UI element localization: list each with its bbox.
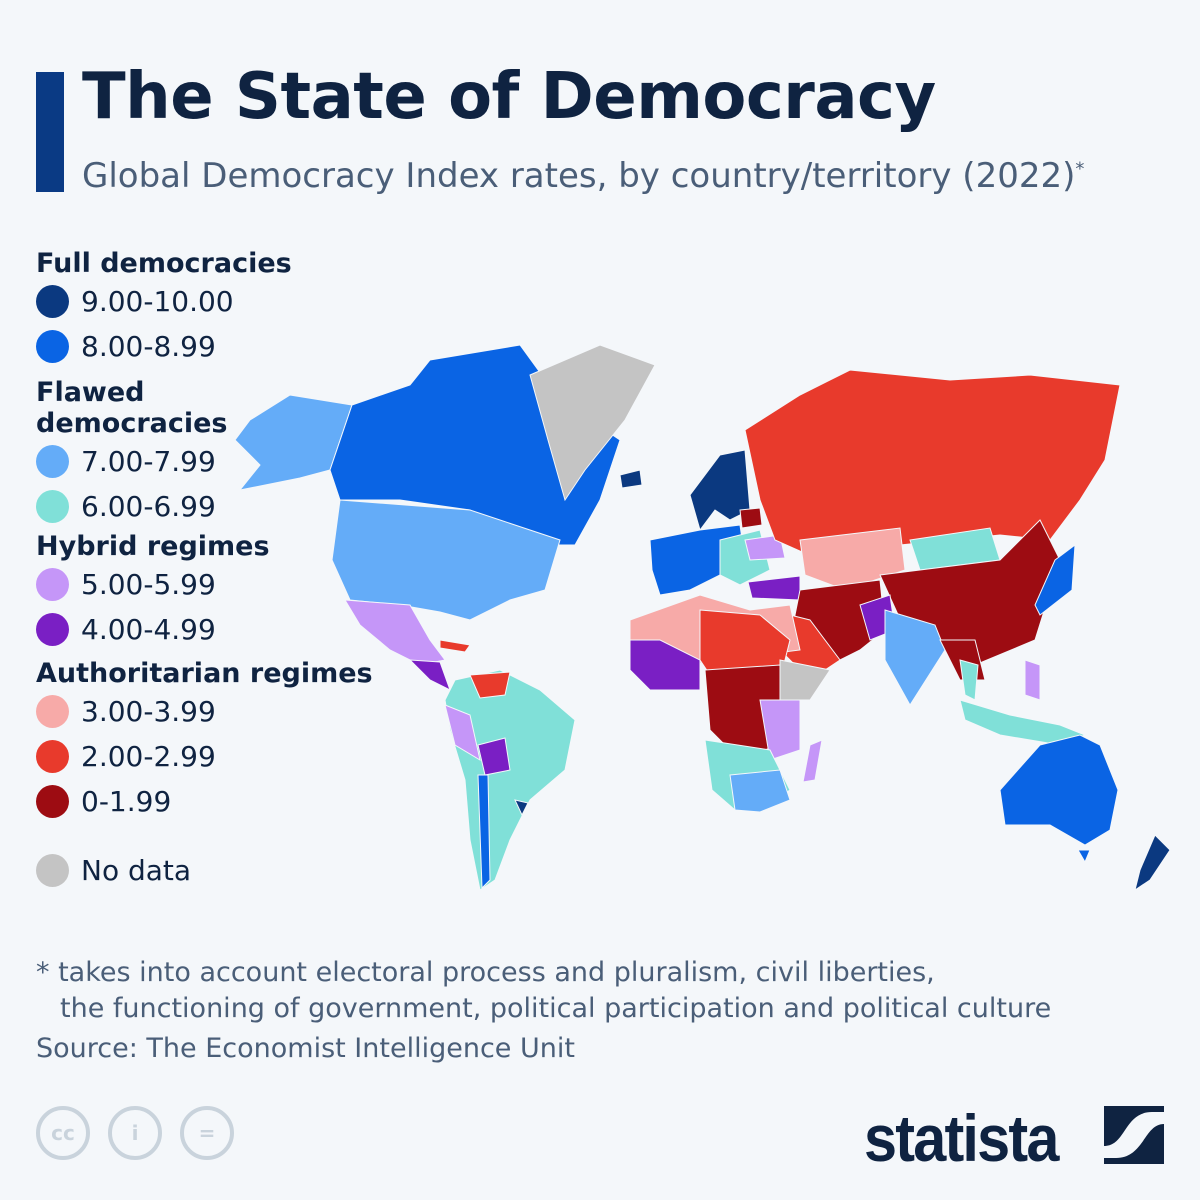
page-title: The State of Democracy [82, 60, 936, 134]
legend-group-full: Full democracies [36, 248, 292, 279]
page-subtitle: Global Democracy Index rates, by country… [82, 156, 1085, 196]
legend-group-flawed: Flawed democracies [36, 377, 228, 439]
legend-label: 3.00-3.99 [81, 695, 216, 728]
legend-item: 3.00-3.99 [36, 689, 373, 734]
region-bolivia [477, 737, 511, 776]
region-japan [1034, 543, 1076, 616]
legend-item: 8.00-8.99 [36, 324, 373, 369]
title-accent-bar [36, 72, 64, 192]
region-kazakhstan [799, 527, 906, 591]
legend-item: 6.00-6.99 [36, 484, 373, 529]
legend-item: 0-1.99 [36, 779, 373, 824]
region-thailand [959, 659, 979, 701]
legend-label: 8.00-8.99 [81, 330, 216, 363]
legend-swatch [36, 785, 69, 818]
region-uruguay [514, 799, 529, 817]
legend-swatch [36, 330, 69, 363]
legend-label: No data [81, 854, 192, 887]
legend-swatch [36, 285, 69, 318]
footnote-line: the functioning of government, political… [60, 993, 1052, 1024]
legend-label: 0-1.99 [81, 785, 172, 818]
statista-logo-icon [1104, 1106, 1164, 1164]
region-south-america [444, 669, 576, 891]
legend-label: 7.00-7.99 [81, 445, 216, 478]
creative-commons-icon[interactable]: cc [36, 1106, 90, 1160]
region-russia [744, 369, 1121, 561]
region-cuba [439, 639, 471, 653]
attribution-icon[interactable]: i [108, 1106, 162, 1160]
legend-label: 6.00-6.99 [81, 490, 216, 523]
region-central-america [408, 659, 451, 692]
statista-logo[interactable]: statista [864, 1101, 1059, 1175]
region-india [884, 609, 946, 706]
region-australia [999, 734, 1119, 846]
legend: Full democracies 9.00-10.00 8.00-8.99 Fl… [36, 248, 373, 893]
legend-item: 4.00-4.99 [36, 607, 373, 652]
legend-swatch [36, 854, 69, 887]
region-scandinavia [689, 449, 751, 532]
region-madagascar [802, 739, 823, 783]
region-tasmania [1077, 849, 1091, 864]
legend-group-authoritarian: Authoritarian regimes [36, 658, 373, 689]
source-text: Source: The Economist Intelligence Unit [36, 1033, 575, 1064]
legend-swatch [36, 740, 69, 773]
legend-swatch [36, 568, 69, 601]
legend-group-hybrid: Hybrid regimes [36, 531, 270, 562]
legend-label: 5.00-5.99 [81, 568, 216, 601]
legend-swatch [36, 695, 69, 728]
region-south-africa [729, 769, 791, 813]
region-east-africa [759, 699, 801, 761]
legend-label: 2.00-2.99 [81, 740, 216, 773]
legend-item: 9.00-10.00 [36, 279, 373, 324]
footnote: * takes into account electoral process a… [36, 955, 1051, 1027]
region-west-africa [629, 639, 701, 691]
legend-swatch [36, 445, 69, 478]
region-venezuela [469, 671, 511, 699]
region-iceland [619, 469, 643, 489]
region-greenland [529, 344, 656, 502]
legend-swatch [36, 490, 69, 523]
legend-label: 4.00-4.99 [81, 613, 216, 646]
region-turkey [747, 575, 801, 601]
region-belarus [739, 507, 763, 529]
footnote-line: * takes into account electoral process a… [36, 957, 935, 988]
region-new-zealand [1134, 834, 1171, 892]
region-peru [444, 704, 481, 762]
region-ukraine [744, 534, 786, 561]
no-derivatives-icon[interactable]: = [180, 1106, 234, 1160]
legend-item: 7.00-7.99 [36, 439, 373, 484]
legend-swatch [36, 613, 69, 646]
region-usa [331, 499, 561, 621]
region-horn-africa [779, 659, 831, 701]
region-philippines [1024, 659, 1041, 701]
legend-item: 2.00-2.99 [36, 734, 373, 779]
legend-item-no-data: No data [36, 848, 373, 893]
region-chile [477, 774, 491, 890]
legend-item: 5.00-5.99 [36, 562, 373, 607]
legend-label: 9.00-10.00 [81, 285, 234, 318]
